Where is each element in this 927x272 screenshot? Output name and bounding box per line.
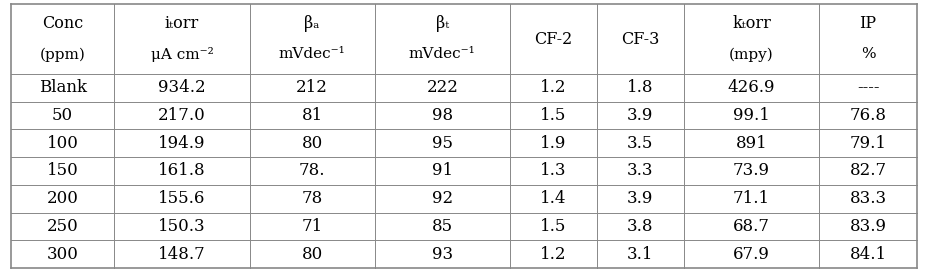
Text: 91: 91 bbox=[431, 162, 452, 180]
Text: 150.3: 150.3 bbox=[158, 218, 206, 235]
Text: 82.7: 82.7 bbox=[848, 162, 885, 180]
Text: 84.1: 84.1 bbox=[848, 246, 885, 262]
Text: 83.3: 83.3 bbox=[848, 190, 885, 207]
Text: 68.7: 68.7 bbox=[732, 218, 769, 235]
Text: 1.3: 1.3 bbox=[540, 162, 566, 180]
Text: CF-2: CF-2 bbox=[534, 30, 572, 48]
Text: 80: 80 bbox=[301, 135, 323, 152]
Text: 81: 81 bbox=[301, 107, 323, 124]
Text: 300: 300 bbox=[46, 246, 79, 262]
Text: 1.4: 1.4 bbox=[540, 190, 566, 207]
Text: CF-3: CF-3 bbox=[620, 30, 659, 48]
Text: 99.1: 99.1 bbox=[732, 107, 769, 124]
Text: 3.9: 3.9 bbox=[627, 107, 653, 124]
Text: mVdec⁻¹: mVdec⁻¹ bbox=[409, 47, 476, 61]
Text: mVdec⁻¹: mVdec⁻¹ bbox=[278, 47, 345, 61]
Text: 76.8: 76.8 bbox=[848, 107, 885, 124]
Text: 100: 100 bbox=[46, 135, 79, 152]
Text: 95: 95 bbox=[431, 135, 452, 152]
Text: 250: 250 bbox=[46, 218, 79, 235]
Text: 85: 85 bbox=[431, 218, 452, 235]
Text: 1.2: 1.2 bbox=[540, 246, 566, 262]
Text: 78.: 78. bbox=[298, 162, 325, 180]
Text: 150: 150 bbox=[46, 162, 79, 180]
Text: 200: 200 bbox=[46, 190, 79, 207]
Text: βₜ: βₜ bbox=[435, 15, 449, 32]
Text: βₐ: βₐ bbox=[304, 15, 320, 32]
Text: 83.9: 83.9 bbox=[848, 218, 885, 235]
Text: 98: 98 bbox=[431, 107, 452, 124]
Text: ----: ---- bbox=[856, 79, 879, 96]
Text: 3.3: 3.3 bbox=[627, 162, 653, 180]
Text: 93: 93 bbox=[431, 246, 452, 262]
Text: 80: 80 bbox=[301, 246, 323, 262]
Text: 67.9: 67.9 bbox=[732, 246, 769, 262]
Text: %: % bbox=[860, 47, 874, 61]
Text: 3.1: 3.1 bbox=[627, 246, 653, 262]
Text: 3.5: 3.5 bbox=[627, 135, 653, 152]
Text: 3.8: 3.8 bbox=[627, 218, 653, 235]
Text: 891: 891 bbox=[735, 135, 767, 152]
Text: 426.9: 426.9 bbox=[727, 79, 774, 96]
Text: 1.5: 1.5 bbox=[540, 218, 566, 235]
Text: (mpy): (mpy) bbox=[729, 47, 773, 62]
Text: 161.8: 161.8 bbox=[158, 162, 206, 180]
Text: 1.5: 1.5 bbox=[540, 107, 566, 124]
Text: 1.9: 1.9 bbox=[540, 135, 566, 152]
Text: 155.6: 155.6 bbox=[159, 190, 206, 207]
Text: 92: 92 bbox=[431, 190, 452, 207]
Text: 78: 78 bbox=[301, 190, 323, 207]
Text: IP: IP bbox=[858, 15, 876, 32]
Text: iₜorr: iₜorr bbox=[165, 15, 199, 32]
Text: 71: 71 bbox=[301, 218, 323, 235]
Text: 217.0: 217.0 bbox=[158, 107, 206, 124]
Text: 212: 212 bbox=[296, 79, 328, 96]
Text: Conc: Conc bbox=[42, 15, 83, 32]
Text: 50: 50 bbox=[52, 107, 73, 124]
Text: 1.2: 1.2 bbox=[540, 79, 566, 96]
Text: 3.9: 3.9 bbox=[627, 190, 653, 207]
Text: 934.2: 934.2 bbox=[158, 79, 206, 96]
Text: (ppm): (ppm) bbox=[40, 47, 85, 62]
Text: kₜorr: kₜorr bbox=[731, 15, 770, 32]
Text: Blank: Blank bbox=[39, 79, 86, 96]
Text: 79.1: 79.1 bbox=[848, 135, 885, 152]
Text: 222: 222 bbox=[425, 79, 458, 96]
Text: 194.9: 194.9 bbox=[159, 135, 206, 152]
Text: 73.9: 73.9 bbox=[732, 162, 769, 180]
Text: μA cm⁻²: μA cm⁻² bbox=[150, 47, 213, 62]
Text: 1.8: 1.8 bbox=[627, 79, 653, 96]
Text: 148.7: 148.7 bbox=[158, 246, 206, 262]
Text: 71.1: 71.1 bbox=[732, 190, 769, 207]
